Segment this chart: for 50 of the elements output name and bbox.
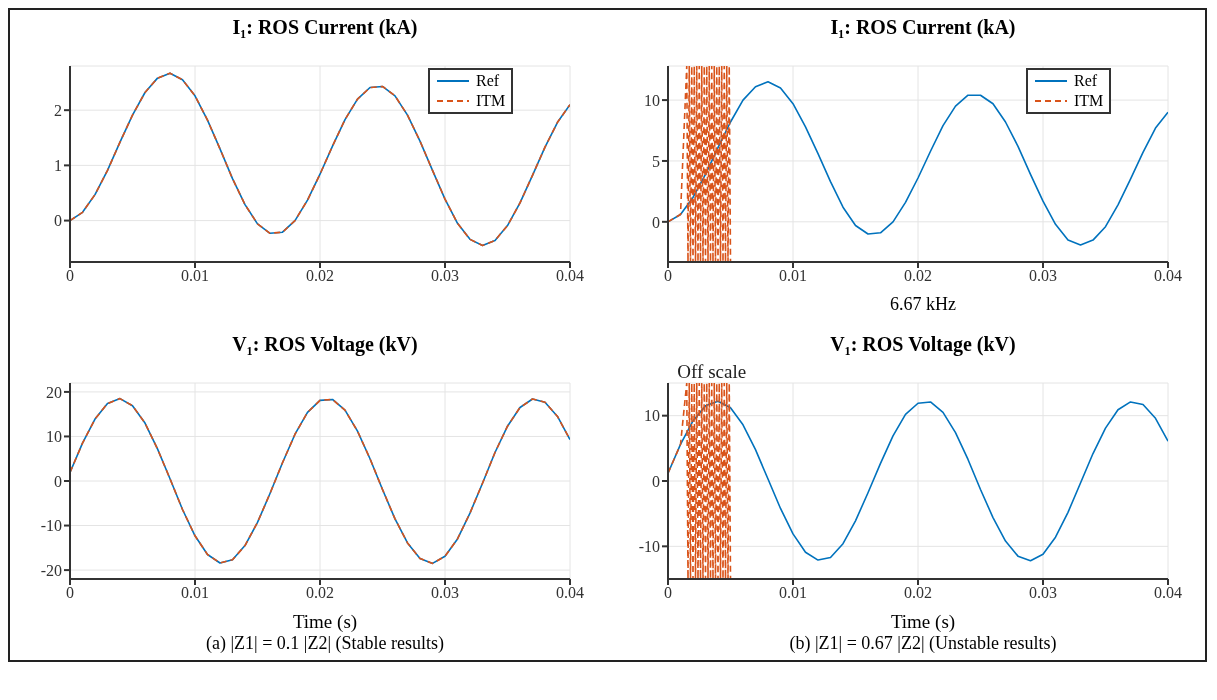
y-tick-label: -20 [40,561,62,579]
y-tick-label: 0 [652,213,660,231]
x-tick-label: 0.02 [904,267,932,285]
x-tick-label: 0.04 [1154,267,1182,285]
x-tick-label: 0.02 [306,267,334,285]
y-tick-label: 10 [46,428,62,446]
legend-label: ITM [1074,91,1104,111]
x-tick-label: 0 [66,267,74,285]
text: 6.67 kHz [889,294,957,315]
y-tick-label: 10 [644,91,660,109]
text: (b) |Z1| = 0.67 |Z2| (Unstable results) [788,633,1058,654]
line-series [668,400,1168,562]
x-axis-title: Time (s) [291,611,359,633]
x-tick-label: 0 [66,584,74,602]
chart-title: I₁: ROS Current (kA) [829,16,1017,41]
annotation: Off scale [677,361,747,382]
x-tick-label: 0.03 [431,267,459,285]
x-tick-label: 0.02 [904,584,932,602]
x-tick-label: 0.01 [181,267,209,285]
y-tick-label: 1 [54,157,62,175]
x-tick-label: 0.04 [1154,584,1182,602]
x-tick-label: 0.02 [306,584,334,602]
y-tick-label: 10 [644,407,660,425]
y-tick-label: 0 [54,212,62,230]
chart-title: V₁: ROS Voltage (kV) [231,333,419,358]
legend-label: Ref [476,71,500,91]
x-tick-label: 0.04 [556,584,584,602]
y-tick-label: -10 [40,517,62,535]
x-tick-label: 0 [664,267,672,285]
chart-title: I₁: ROS Current (kA) [231,16,419,41]
legend-label: Ref [1074,71,1098,91]
x-tick-label: 0 [664,584,672,602]
y-tick-label: 0 [54,472,62,490]
y-tick-label: 0 [652,472,660,490]
x-axis-title: Time (s) [889,611,957,633]
chart-title: V₁: ROS Voltage (kV) [829,333,1017,358]
x-tick-label: 0.03 [431,584,459,602]
y-tick-label: 20 [46,383,62,401]
y-tick-label: 2 [54,101,62,119]
x-tick-label: 0.01 [181,584,209,602]
line-series [70,397,570,565]
x-tick-label: 0.03 [1029,584,1057,602]
y-tick-label: -10 [638,538,660,556]
x-tick-label: 0.04 [556,267,584,285]
x-tick-label: 0.03 [1029,267,1057,285]
text: (a) |Z1| = 0.1 |Z2| (Stable results) [205,633,445,654]
x-tick-label: 0.01 [779,584,807,602]
x-tick-label: 0.01 [779,267,807,285]
legend-label: ITM [476,91,506,111]
y-tick-label: 5 [652,152,660,170]
